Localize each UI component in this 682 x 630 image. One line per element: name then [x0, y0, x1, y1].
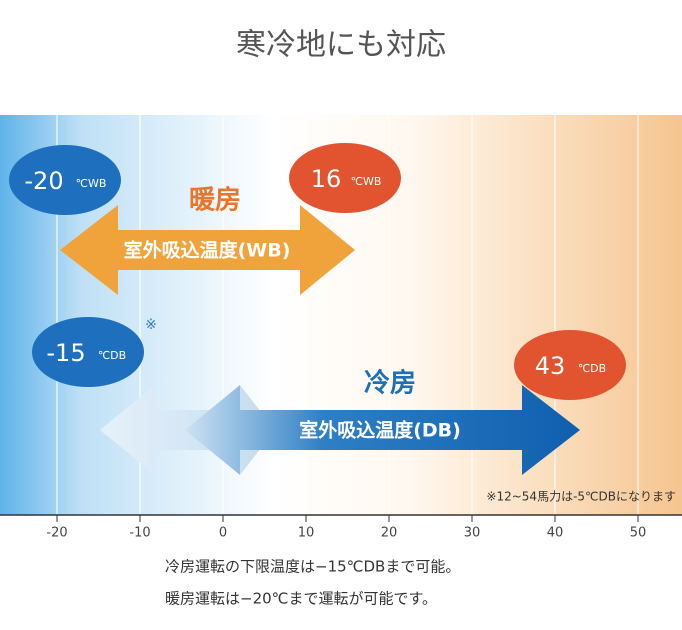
badge-unit: ℃DB: [98, 349, 126, 362]
heating-arrow: [60, 205, 355, 295]
badge-unit: ℃WB: [76, 177, 107, 190]
cooling-label: 冷房: [364, 368, 416, 399]
cooling-note: ※12~54馬力は-5℃DBになります: [486, 490, 676, 504]
heating-label: 暖房: [189, 186, 241, 216]
tick-label: 30: [464, 526, 481, 541]
badge-value: -15: [46, 339, 85, 367]
footnote: 冷房運転の下限温度は−15℃DBまで可能。: [165, 558, 460, 576]
badge-unit: ℃DB: [578, 362, 606, 375]
badge-value: -20: [24, 167, 63, 195]
heating-range: 室外吸込温度(WB): [124, 239, 291, 262]
footnote-mark: ※: [145, 317, 157, 333]
tick-label: 40: [547, 526, 564, 541]
badge-value: 16: [311, 165, 342, 193]
footnote: 暖房運転は−20℃まで運転が可能です。: [165, 590, 437, 608]
tick-label: -10: [129, 526, 150, 541]
title: 寒冷地にも対応: [236, 28, 446, 63]
tick-label: 10: [298, 526, 315, 541]
axis-ticks: -20 -10 0 10 20 30 40 50: [46, 515, 646, 541]
badge-unit: ℃WB: [351, 175, 382, 188]
cooling-range: 室外吸込温度(DB): [299, 419, 461, 442]
tick-label: 50: [630, 526, 647, 541]
tick-label: -20: [46, 526, 67, 541]
cooling-arrow: [185, 385, 580, 475]
cooling-low-badge: [32, 317, 144, 387]
heating-low-badge: [9, 145, 121, 215]
badge-value: 43: [535, 352, 566, 380]
tick-label: 0: [219, 526, 227, 541]
heating-high-badge: [289, 143, 401, 213]
tick-label: 20: [381, 526, 398, 541]
cooling-high-badge: [514, 330, 626, 400]
